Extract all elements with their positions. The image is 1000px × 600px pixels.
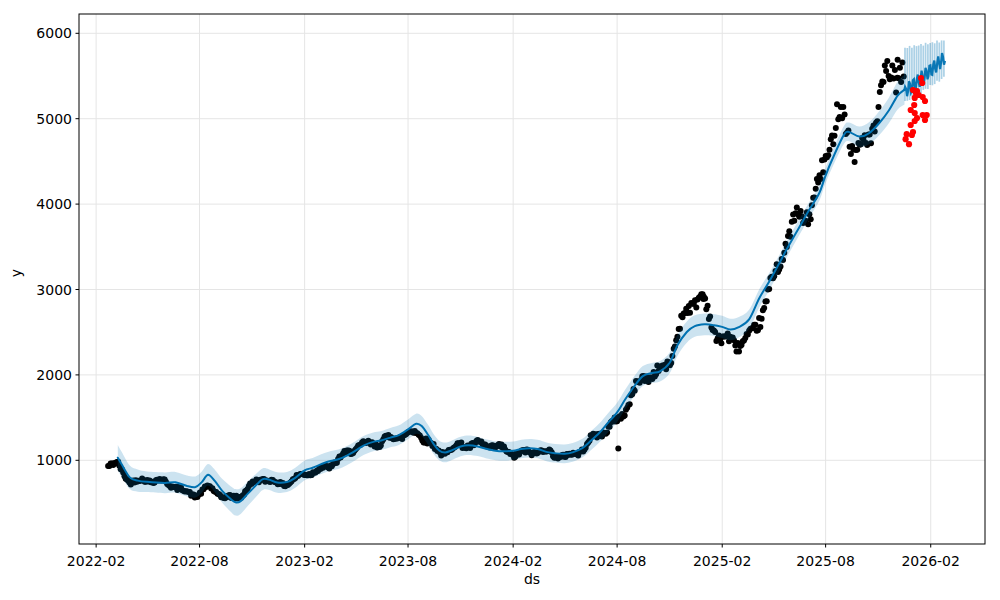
x-tick-label: 2025-02: [693, 553, 752, 569]
x-tick-label: 2023-02: [275, 553, 334, 569]
y-tick-label: 1000: [36, 452, 72, 468]
x-axis-label: ds: [79, 571, 985, 587]
x-tick-label: 2024-08: [588, 553, 647, 569]
actual-points: [105, 57, 907, 502]
x-tick-label: 2022-08: [170, 553, 229, 569]
y-tick-label: 5000: [36, 111, 72, 127]
gridlines: [79, 14, 985, 544]
y-tick-label: 4000: [36, 196, 72, 212]
y-tick-label: 2000: [36, 367, 72, 383]
x-tick-label: 2026-02: [901, 553, 960, 569]
forecast-chart: 2022-02 2022-08 2023-02 2023-08 2024-02 2024-…: [0, 0, 1000, 600]
x-tick-label: 2024-02: [484, 553, 543, 569]
prophet-forecast-figure: 2022-02 2022-08 2023-02 2023-08 2024-02 2024-…: [0, 0, 1000, 600]
x-tick-label: 2025-08: [796, 553, 855, 569]
y-tick-label: 3000: [36, 282, 72, 298]
x-tick-label: 2023-08: [379, 553, 438, 569]
y-tick-label: 6000: [36, 25, 72, 41]
x-tick-label: 2022-02: [67, 553, 126, 569]
y-axis-label: y: [8, 261, 24, 285]
uncertainty-band: [118, 75, 905, 516]
forecast-line: [118, 90, 905, 503]
